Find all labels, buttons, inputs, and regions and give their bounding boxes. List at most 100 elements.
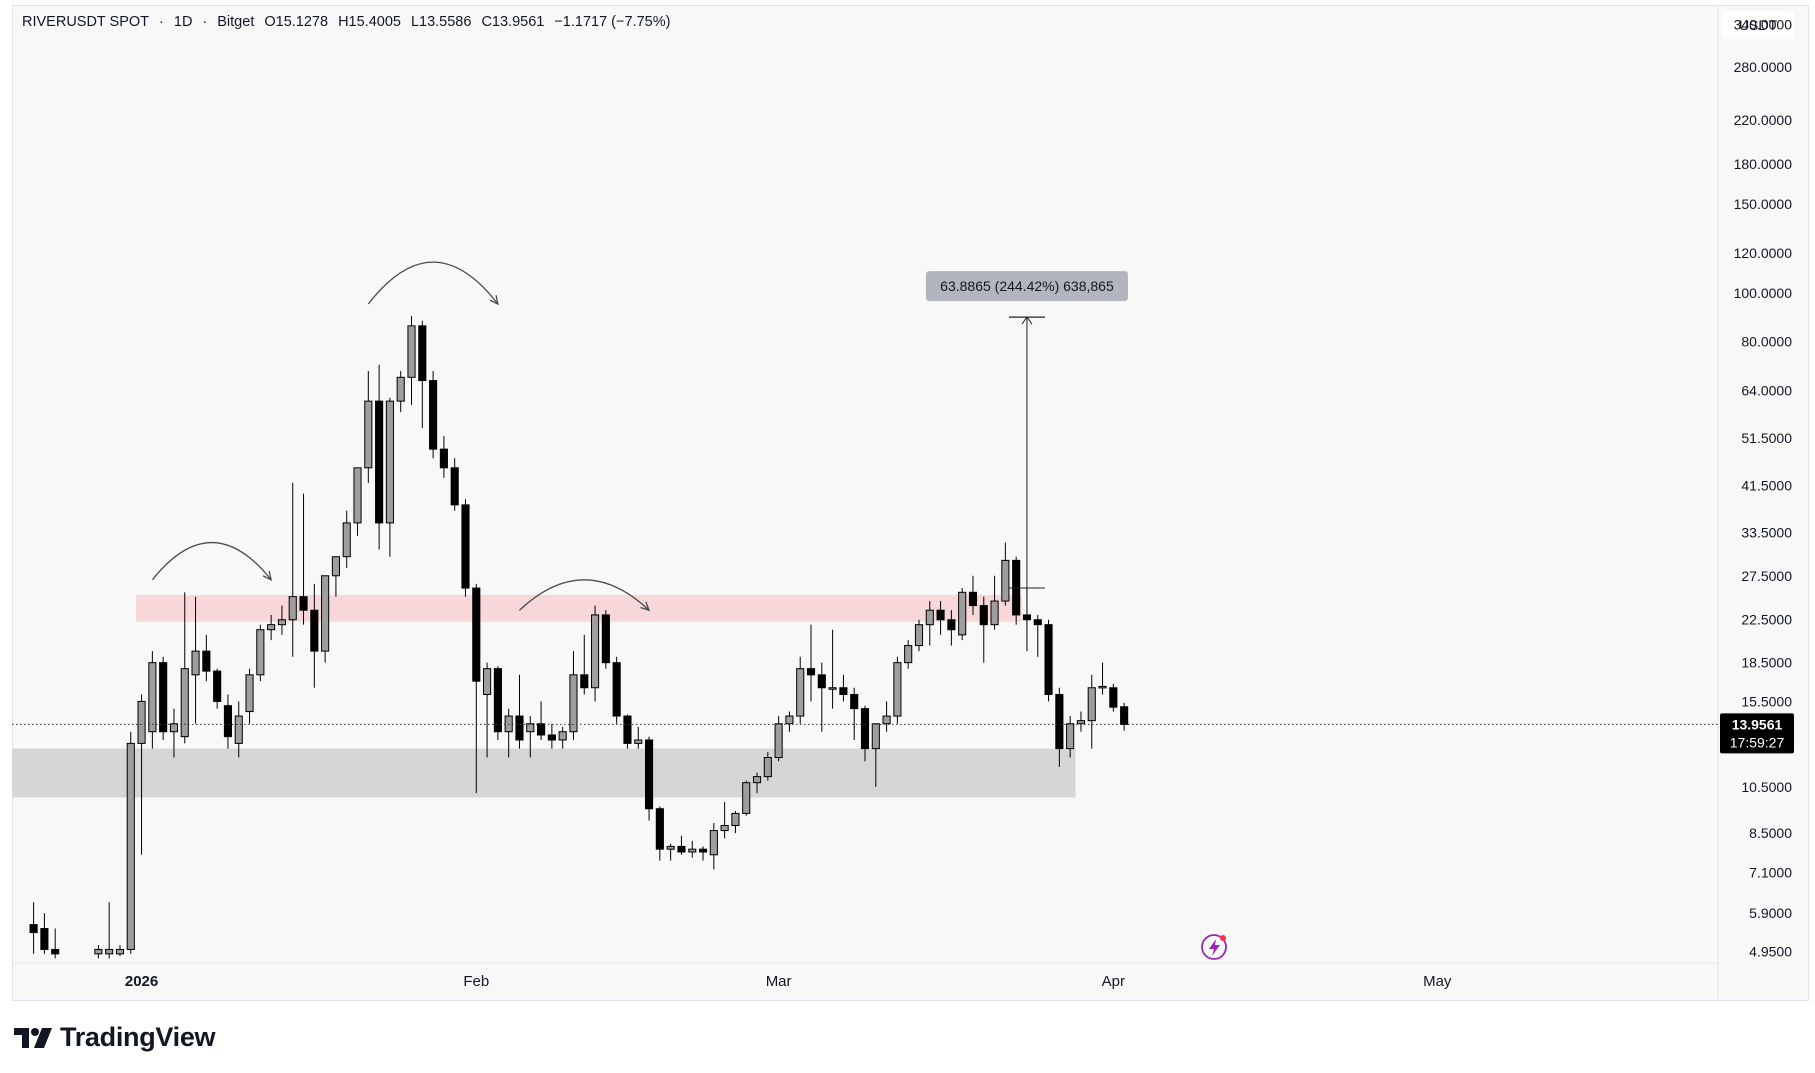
- candle: [774, 716, 783, 762]
- price-tick-label: 5.9000: [1749, 905, 1792, 921]
- tradingview-logo[interactable]: TradingView: [14, 1022, 216, 1053]
- candle-body: [1066, 723, 1075, 750]
- candle-body: [839, 687, 848, 695]
- currency-selector[interactable]: USDT: [1722, 11, 1794, 39]
- symbol-header: RIVERUSDT SPOT · 1D · Bitget O15.1278 H15.4005…: [22, 14, 671, 30]
- candle-body: [439, 448, 448, 469]
- candle: [169, 708, 179, 758]
- candle-body: [850, 693, 859, 710]
- candle: [677, 835, 686, 855]
- candle-body: [860, 708, 870, 750]
- candle: [731, 811, 740, 834]
- candle-body: [947, 619, 956, 631]
- exchange: Bitget: [217, 14, 255, 30]
- candle-body: [742, 782, 751, 814]
- candle-body: [537, 723, 546, 736]
- price-tick-label: 15.5000: [1741, 693, 1792, 709]
- last-price-value: 13.9561: [1732, 716, 1783, 732]
- candle: [623, 714, 632, 749]
- price-tick-label: 100.0000: [1734, 285, 1793, 301]
- price-tick-label: 64.0000: [1741, 383, 1792, 399]
- candle-body: [483, 668, 492, 695]
- candle: [94, 945, 103, 959]
- timeframe[interactable]: 1D: [173, 14, 193, 30]
- candle: [223, 694, 233, 749]
- candle-body: [666, 845, 675, 850]
- candle-body: [806, 668, 816, 676]
- time-tick-label: May: [1423, 973, 1452, 990]
- price-tick-label: 8.5000: [1749, 825, 1792, 841]
- candle: [537, 701, 546, 740]
- last-price-label-box: [1720, 713, 1794, 754]
- candle: [1098, 662, 1107, 695]
- candle: [310, 583, 319, 688]
- price-tick-label: 51.5000: [1741, 430, 1792, 446]
- candle-body: [342, 522, 351, 558]
- candle-body: [407, 325, 416, 378]
- candle: [1076, 711, 1086, 732]
- candle-body: [148, 662, 157, 733]
- candle: [580, 634, 589, 695]
- candle: [137, 694, 146, 855]
- candle: [213, 668, 222, 709]
- chart-frame: [12, 5, 1809, 1001]
- candle-body: [375, 400, 384, 524]
- candle: [267, 614, 276, 641]
- candle-body: [288, 596, 297, 621]
- candle: [159, 656, 168, 740]
- axis-layer: 340.0000 280.0000 220.0000 180.0000 150.0000…: [12, 6, 1792, 999]
- candle-body: [720, 825, 729, 832]
- candle-body: [450, 467, 459, 506]
- candle: [245, 668, 254, 724]
- candle: [763, 752, 772, 781]
- candle-body: [968, 591, 978, 607]
- candle: [407, 315, 416, 405]
- candle-body: [331, 556, 340, 577]
- curved-arrow-2: [367, 261, 499, 305]
- price-tick-label: 33.5000: [1741, 525, 1792, 541]
- candle: [666, 843, 675, 861]
- candle: [979, 596, 988, 663]
- candle: [1022, 588, 1032, 652]
- price-tick-label: 7.1000: [1749, 865, 1792, 881]
- candle-body: [526, 723, 535, 733]
- candle: [191, 596, 200, 724]
- candle: [1033, 614, 1042, 657]
- candle-body: [580, 674, 589, 689]
- candle: [180, 592, 189, 744]
- candle: [483, 662, 492, 758]
- price-tick-label: 280.0000: [1734, 59, 1793, 75]
- price-tick-label: 10.5000: [1741, 779, 1792, 795]
- candle: [396, 370, 405, 413]
- candle: [1109, 683, 1118, 712]
- candle: [698, 846, 708, 861]
- ohlc-high: H15.4005: [338, 14, 401, 30]
- candle-body: [828, 687, 837, 690]
- candle: [806, 624, 816, 702]
- candle: [1012, 556, 1021, 625]
- candle: [882, 701, 891, 732]
- candle-body: [547, 734, 556, 741]
- candle: [29, 902, 38, 954]
- candle-body: [51, 948, 60, 955]
- last-price-countdown: 17:59:27: [1730, 734, 1785, 750]
- candle: [796, 656, 805, 724]
- candle-body: [958, 591, 967, 636]
- candle-body: [882, 715, 891, 725]
- candle-body: [1044, 624, 1053, 695]
- candle-body: [493, 668, 502, 733]
- candle: [990, 575, 999, 630]
- candle-body: [796, 668, 805, 717]
- candle-body: [752, 776, 762, 784]
- lightning-icon-dot: [1220, 935, 1226, 941]
- candle: [569, 651, 578, 740]
- candle: [904, 640, 913, 669]
- candle-body: [774, 723, 783, 759]
- candle-body: [644, 739, 654, 810]
- candle-body: [256, 629, 265, 676]
- symbol-name[interactable]: RIVERUSDT SPOT: [22, 14, 150, 30]
- candle: [914, 619, 924, 652]
- time-tick-label: 2026: [125, 973, 158, 990]
- candle: [299, 493, 308, 625]
